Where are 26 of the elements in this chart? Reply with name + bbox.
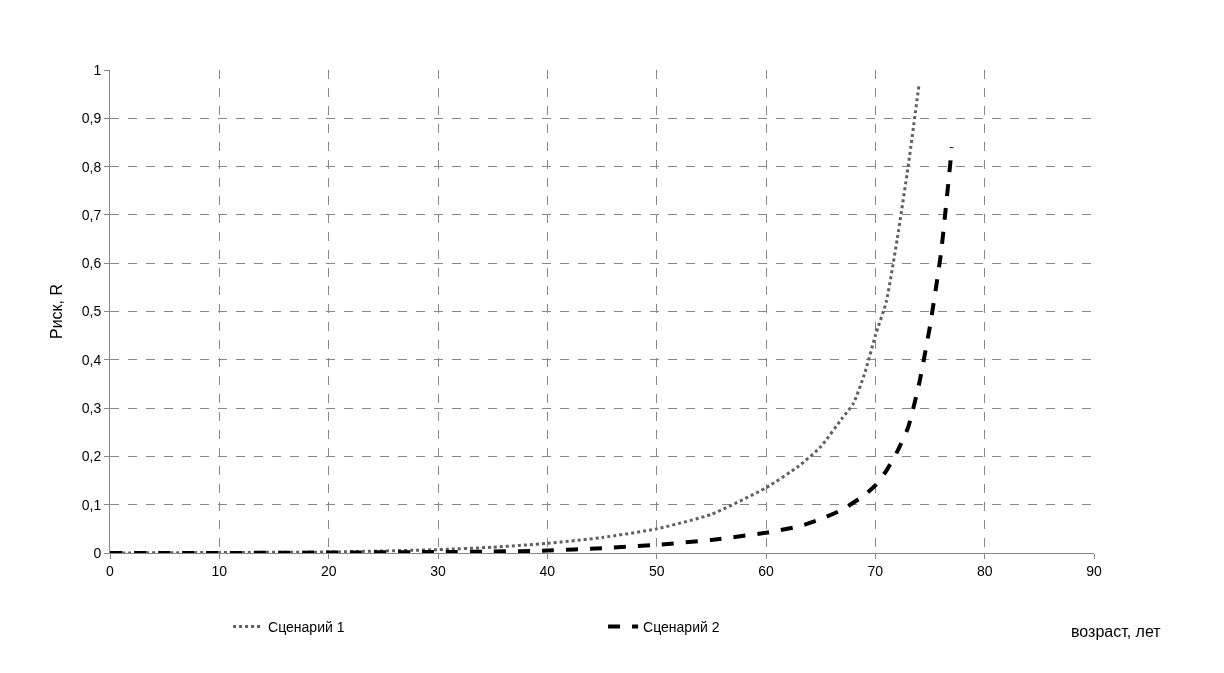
y-tick-label: 0,4 [81,351,102,368]
x-tick-label: 0 [106,562,115,579]
x-tick-label: 20 [320,562,337,579]
x-tick-label: 60 [758,562,774,579]
y-tick-label: 1 [93,61,102,78]
legend-label: Сценарий 2 [643,619,720,636]
legend-label: Сценарий 1 [268,619,345,636]
y-tick-label: 0,9 [81,110,102,127]
y-axis-title: Риск, R [47,283,65,340]
x-tick-label: 70 [867,562,884,579]
x-tick-label: 80 [976,562,993,579]
x-tick-label: 90 [1086,562,1102,579]
x-tick-label: 50 [648,562,665,579]
x-tick-label: 10 [211,562,228,579]
x-tick-label: 30 [430,562,446,579]
x-axis-title: возраст, лет [1071,623,1162,640]
line-series [110,145,954,553]
y-tick-label: 0 [93,544,102,561]
y-tick-label: 0,2 [81,448,102,465]
y-tick-label: 0,1 [81,496,102,513]
y-tick-label: 0,3 [81,400,102,416]
y-tick-label: 0,8 [81,158,102,175]
y-tick-label: 0,6 [81,255,102,272]
x-tick-label: 40 [539,562,556,579]
y-tick-label: 0,5 [81,303,102,320]
y-tick-label: 0,7 [81,206,102,223]
